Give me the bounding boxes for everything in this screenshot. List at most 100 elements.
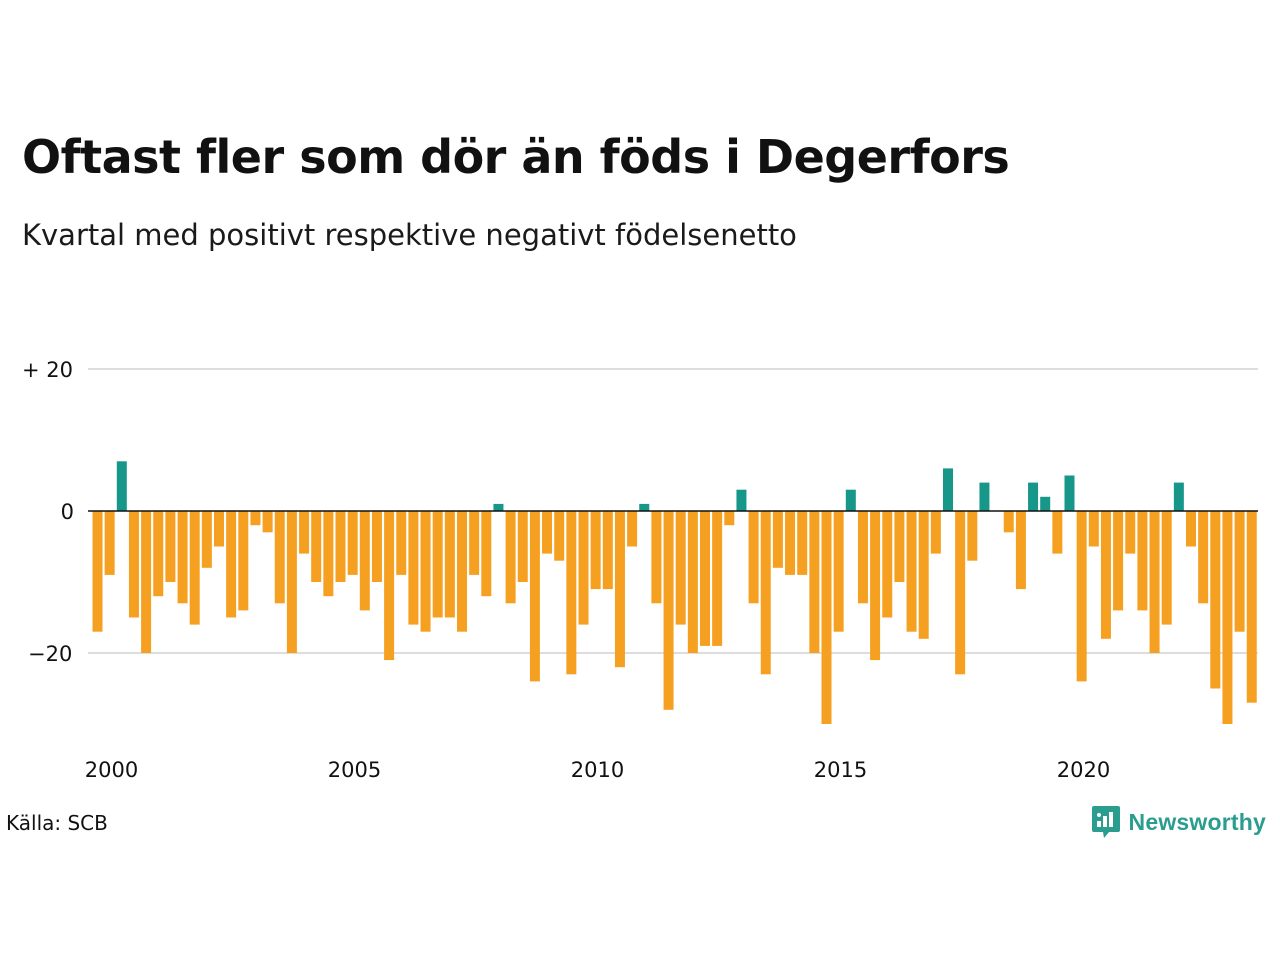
bar bbox=[153, 511, 164, 597]
bar bbox=[214, 511, 224, 547]
bar bbox=[590, 511, 601, 590]
bar bbox=[1246, 511, 1257, 703]
bar bbox=[335, 511, 346, 582]
bar bbox=[493, 503, 504, 511]
bar bbox=[226, 511, 237, 618]
bar bbox=[505, 511, 516, 604]
bar bbox=[651, 511, 662, 604]
bar bbox=[1222, 511, 1233, 724]
bar bbox=[1234, 511, 1245, 632]
bar bbox=[700, 511, 710, 646]
bar bbox=[724, 511, 735, 526]
bar bbox=[1198, 511, 1209, 604]
bar bbox=[785, 511, 796, 575]
bar bbox=[687, 511, 698, 653]
bar bbox=[918, 511, 929, 639]
bar bbox=[238, 511, 249, 611]
bar bbox=[712, 511, 723, 646]
bar bbox=[104, 511, 115, 575]
bar bbox=[675, 511, 686, 625]
bar bbox=[1064, 475, 1075, 511]
bar bbox=[1028, 482, 1039, 511]
bar bbox=[955, 511, 966, 675]
bar bbox=[432, 511, 443, 618]
bar bbox=[299, 511, 310, 554]
bar bbox=[1149, 511, 1160, 653]
bar bbox=[347, 511, 358, 575]
bar bbox=[371, 511, 382, 582]
bar bbox=[189, 511, 200, 625]
bar bbox=[359, 511, 370, 611]
bar bbox=[833, 511, 844, 632]
bar bbox=[274, 511, 285, 604]
bar bbox=[967, 511, 978, 561]
bar bbox=[1100, 511, 1111, 639]
bar bbox=[1003, 511, 1014, 533]
bar bbox=[408, 511, 419, 625]
bar bbox=[311, 511, 322, 582]
bar bbox=[906, 511, 917, 632]
bar bbox=[1186, 511, 1196, 547]
x-tick-label: 2015 bbox=[814, 758, 867, 782]
bar bbox=[262, 511, 273, 533]
brand-logo: Newsworthy bbox=[1091, 804, 1266, 840]
bar bbox=[566, 511, 577, 675]
bar bbox=[177, 511, 188, 604]
bar bbox=[614, 511, 625, 668]
bar bbox=[444, 511, 455, 618]
bar bbox=[469, 511, 480, 575]
bar bbox=[92, 511, 103, 632]
bar bbox=[845, 489, 856, 511]
bar bbox=[457, 511, 467, 632]
bar bbox=[286, 511, 297, 653]
source-note: Källa: SCB bbox=[6, 811, 108, 835]
bar bbox=[1088, 511, 1099, 547]
bar bbox=[748, 511, 759, 604]
x-axis-ticks: 2000 2005 2010 2015 2020 bbox=[85, 758, 1110, 782]
y-tick-label: + 20 bbox=[22, 358, 73, 382]
bar bbox=[930, 511, 941, 554]
bar bbox=[857, 511, 868, 604]
bar bbox=[396, 511, 407, 575]
bar bbox=[323, 511, 334, 597]
bar bbox=[663, 511, 674, 710]
bar bbox=[979, 482, 990, 511]
x-tick-label: 2020 bbox=[1057, 758, 1110, 782]
bar bbox=[542, 511, 553, 554]
bar bbox=[760, 511, 771, 675]
bar bbox=[1125, 511, 1136, 554]
bar bbox=[894, 511, 905, 582]
bar bbox=[627, 511, 638, 547]
bar bbox=[1173, 482, 1184, 511]
x-tick-label: 2010 bbox=[571, 758, 624, 782]
chart-title: Oftast fler som dör än föds i Degerfors bbox=[22, 130, 1010, 184]
bar bbox=[1113, 511, 1124, 611]
bar bbox=[529, 511, 540, 682]
bar bbox=[517, 511, 528, 582]
bars bbox=[92, 461, 1257, 724]
y-tick-label: −20 bbox=[28, 642, 72, 666]
bar bbox=[772, 511, 783, 568]
bar bbox=[141, 511, 152, 653]
bar bbox=[128, 511, 139, 618]
bar bbox=[1137, 511, 1148, 611]
bar bbox=[1161, 511, 1172, 625]
bar bbox=[554, 511, 565, 561]
bar bbox=[481, 511, 492, 597]
y-axis-ticks: + 20 0 −20 bbox=[22, 358, 74, 666]
bar bbox=[809, 511, 820, 653]
bar bbox=[736, 489, 747, 511]
bar bbox=[602, 511, 613, 590]
bar bbox=[1040, 496, 1051, 511]
bar bbox=[384, 511, 395, 661]
bar bbox=[821, 511, 832, 724]
x-tick-label: 2000 bbox=[85, 758, 138, 782]
bar bbox=[639, 503, 650, 511]
bar bbox=[943, 468, 953, 511]
bar bbox=[578, 511, 589, 625]
chart-subtitle: Kvartal med positivt respektive negativt… bbox=[22, 218, 797, 252]
bar bbox=[870, 511, 881, 661]
newsworthy-logo-icon bbox=[1091, 806, 1120, 838]
bar bbox=[201, 511, 212, 568]
bar bbox=[165, 511, 176, 582]
